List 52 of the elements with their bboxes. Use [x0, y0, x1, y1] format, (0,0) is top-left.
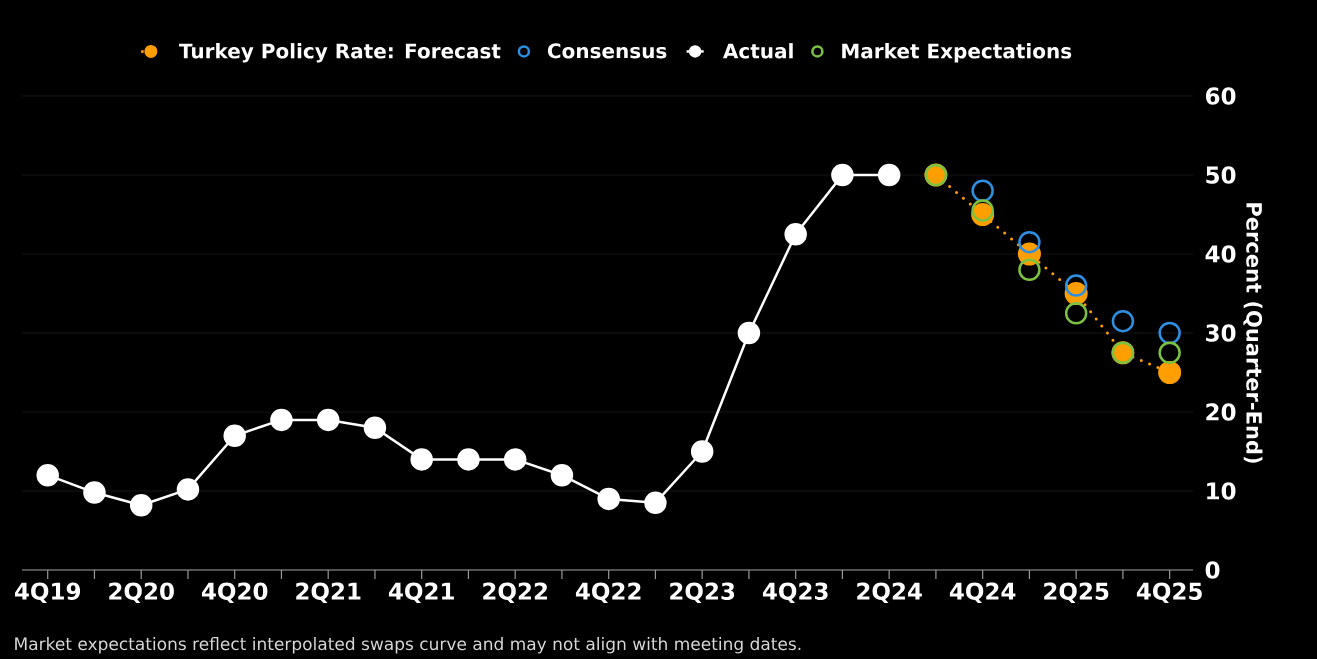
x-tick-label: 4Q19 — [14, 582, 81, 603]
y-axis-title: Percent (Quarter-End) — [1243, 203, 1263, 463]
legend-label: Actual — [722, 43, 793, 59]
point — [270, 408, 293, 432]
point — [457, 448, 480, 471]
point — [644, 491, 667, 515]
point — [129, 493, 153, 517]
point — [597, 487, 620, 511]
y-tick-label: 50 — [1206, 166, 1236, 184]
y-tick-label: 40 — [1205, 245, 1236, 263]
x-tick-label: 2Q21 — [296, 582, 361, 603]
point — [1018, 230, 1041, 254]
point — [1064, 302, 1088, 325]
x-tick-label: 2Q23 — [670, 582, 735, 603]
point — [550, 463, 574, 487]
x-tick-label: 4Q25 — [1136, 582, 1202, 603]
x-tick-label: 2Q24 — [857, 582, 922, 603]
y-tick-label: 0 — [1205, 561, 1220, 579]
y-tick-label: 10 — [1207, 482, 1236, 500]
point — [223, 424, 246, 447]
point — [316, 408, 340, 432]
point — [1158, 341, 1181, 364]
x-tick-label: 2Q25 — [1044, 582, 1109, 603]
legend-label: Turkey Policy Rate: Forecast — [179, 43, 501, 63]
point — [784, 223, 807, 246]
point — [877, 163, 901, 187]
x-tick-label: 2Q20 — [109, 582, 174, 603]
point — [1064, 274, 1088, 297]
y-tick-label: 20 — [1206, 403, 1236, 421]
point — [1111, 309, 1135, 333]
point — [176, 478, 200, 501]
point — [737, 321, 761, 345]
legend-label: Market Expectations — [842, 43, 1072, 63]
point — [1018, 258, 1041, 282]
legend-label: Consensus — [547, 43, 667, 59]
point — [503, 448, 527, 471]
x-tick-label: 4Q24 — [949, 582, 1016, 603]
x-tick-label: 4Q23 — [762, 582, 828, 603]
point — [36, 463, 59, 487]
y-tick-label: 60 — [1205, 87, 1236, 105]
x-tick-label: 4Q20 — [201, 582, 268, 603]
text: Market expectations reflect interpolated swaps curve and may not align with meeting dates. — [15, 637, 801, 654]
point — [410, 448, 433, 471]
y-tick-label: 30 — [1206, 324, 1236, 342]
x-tick-label: 4Q22 — [575, 582, 641, 603]
point — [363, 416, 387, 440]
point — [1158, 361, 1182, 384]
x-tick-label: 2Q22 — [483, 582, 547, 603]
x-tick-label: 4Q21 — [388, 582, 454, 603]
point — [831, 163, 854, 187]
point — [690, 440, 714, 463]
point — [83, 481, 106, 504]
